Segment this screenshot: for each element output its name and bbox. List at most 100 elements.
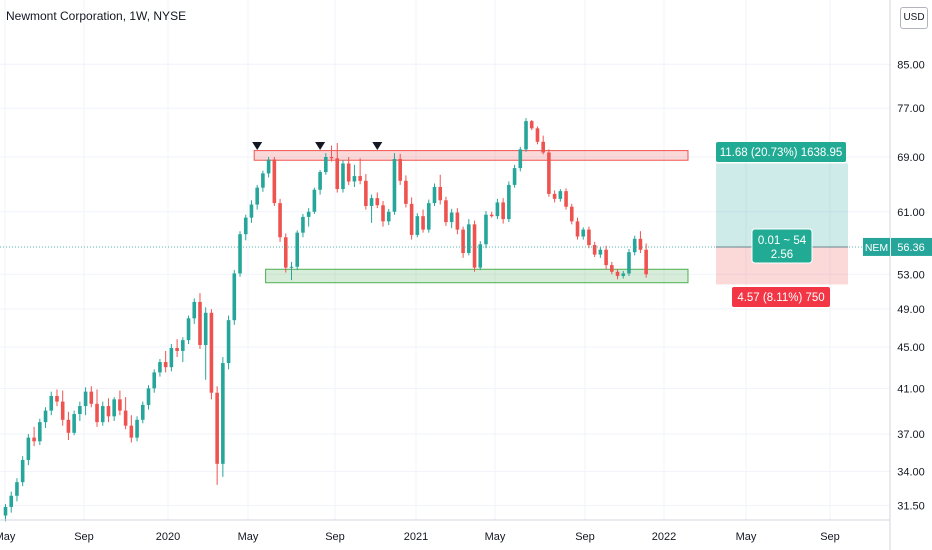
- x-tick-label: May: [736, 531, 757, 543]
- candle-body: [358, 176, 362, 181]
- candle-body: [569, 206, 574, 222]
- candle-body: [501, 202, 505, 220]
- candle-body: [135, 419, 139, 438]
- symbol-badge-box: [863, 237, 890, 256]
- candle-body: [95, 403, 99, 423]
- currency-button[interactable]: USD: [900, 7, 928, 29]
- x-tick-label: 2020: [156, 531, 180, 543]
- candle-layer: [3, 118, 648, 522]
- candle-body: [627, 252, 631, 274]
- candle-body: [341, 163, 345, 190]
- candle-body: [181, 340, 185, 351]
- candle-body: [129, 425, 134, 438]
- candle-body: [295, 232, 300, 267]
- grid-lines: [0, 0, 890, 520]
- resistance-zone: [253, 150, 689, 161]
- candle-body: [146, 388, 151, 405]
- candle-body: [226, 320, 231, 364]
- x-tick-label: May: [0, 531, 16, 543]
- candle-body: [140, 404, 145, 420]
- candle-body: [467, 224, 471, 253]
- pivot-markers: [252, 142, 383, 150]
- y-tick-label: 34.00: [897, 467, 925, 479]
- candle-body: [461, 229, 465, 253]
- zone-layer: [253, 150, 689, 284]
- long-position-tool[interactable]: 11.68 (20.73%) 1638.95 4.57 (8.11%) 750 0.…: [716, 142, 848, 307]
- candle-body: [587, 229, 591, 246]
- target-label: 11.68 (20.73%) 1638.95: [720, 147, 843, 159]
- candle-body: [158, 362, 162, 373]
- y-tick-label: 85.00: [897, 59, 925, 71]
- candle-body: [604, 249, 608, 266]
- chart-title: Newmont Corporation, 1W, NYSE: [6, 9, 187, 23]
- candle-body: [524, 121, 528, 150]
- candle-body: [478, 244, 483, 268]
- candle-body: [352, 176, 357, 182]
- candle-body: [398, 158, 402, 181]
- candle-body: [558, 191, 563, 199]
- candle-body: [615, 271, 620, 276]
- candle-body: [444, 200, 448, 223]
- ratio-label-line1: 0.01 ~ 54: [758, 235, 807, 247]
- candle-body: [547, 152, 551, 194]
- y-tick-label: 69.00: [897, 152, 925, 164]
- candle-body: [421, 216, 425, 230]
- candle-body: [221, 363, 225, 464]
- candle-body: [118, 399, 122, 411]
- y-tick-label: 49.00: [897, 304, 925, 316]
- pivot-marker-triangle: [372, 142, 383, 150]
- candle-body: [26, 437, 31, 460]
- candle-body: [100, 406, 105, 423]
- candle-body: [203, 312, 208, 346]
- candle-body: [438, 186, 443, 201]
- candle-body: [112, 399, 116, 417]
- last-price-badge-box: [891, 237, 932, 256]
- candle-body: [541, 141, 545, 153]
- candle-body: [9, 495, 14, 507]
- candle-body: [261, 173, 265, 188]
- x-tick-label: Sep: [575, 531, 595, 543]
- candle-body: [215, 392, 219, 464]
- candle-body: [432, 186, 437, 204]
- pivot-marker-triangle: [315, 142, 326, 150]
- candle-body: [592, 245, 597, 255]
- candle-body: [198, 301, 202, 346]
- candle-body: [404, 180, 408, 204]
- candle-body: [72, 414, 76, 433]
- x-tick-label: Sep: [325, 531, 345, 543]
- candle-body: [369, 198, 374, 206]
- candle-body: [106, 406, 111, 417]
- stop-label-box: [732, 287, 830, 307]
- candle-body: [329, 157, 334, 159]
- candle-body: [449, 212, 454, 223]
- candle-body: [318, 172, 322, 190]
- candle-body: [346, 163, 351, 182]
- candle-body: [283, 237, 288, 268]
- candle-body: [55, 396, 59, 402]
- candle-body: [49, 396, 54, 411]
- y-tick-label: 61.00: [897, 207, 925, 219]
- candle-body: [392, 158, 397, 212]
- x-tick-label: 2021: [404, 531, 428, 543]
- candle-body: [66, 419, 71, 433]
- candle-body: [123, 410, 128, 426]
- candle-body: [301, 216, 305, 233]
- candle-body: [175, 347, 179, 351]
- candle-body: [426, 203, 431, 230]
- candle-body: [472, 224, 477, 268]
- candle-body: [255, 187, 259, 205]
- support-zone: [265, 268, 689, 284]
- candle-body: [552, 193, 557, 199]
- y-tick-label: 41.00: [897, 383, 925, 395]
- y-tick-label: 45.00: [897, 342, 925, 354]
- candle-body: [335, 158, 340, 190]
- candle-body: [60, 401, 65, 420]
- candle-body: [289, 266, 294, 268]
- candle-body: [644, 249, 648, 275]
- candle-body: [32, 437, 36, 442]
- candle-body: [575, 221, 580, 237]
- candle-body: [495, 202, 500, 217]
- candle-body: [278, 203, 282, 238]
